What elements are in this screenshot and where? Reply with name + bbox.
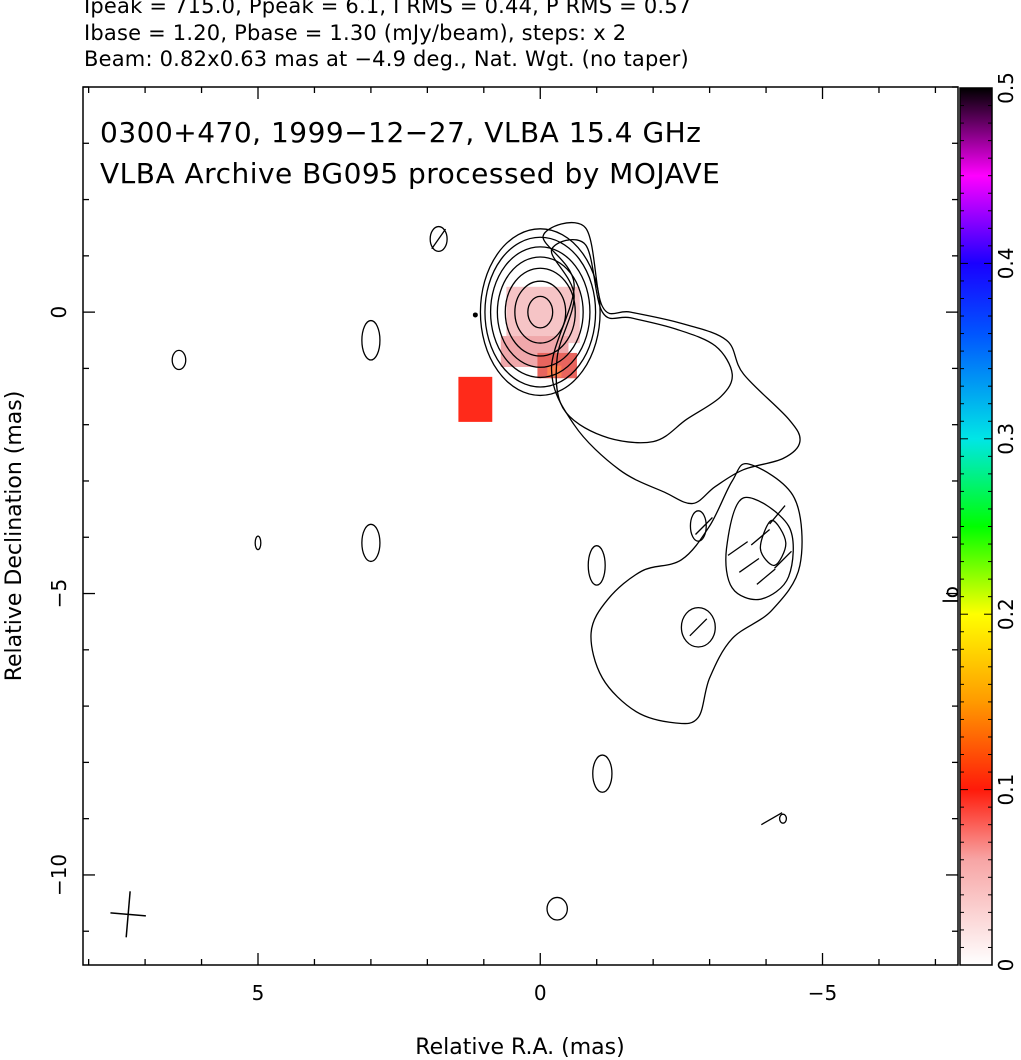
x-tick-label: 5: [252, 981, 265, 1005]
colorbar-tick-label: 0.4: [994, 247, 1018, 279]
polarization-patch: [458, 376, 493, 422]
y-axis-label: Relative Declination (mas): [2, 391, 27, 682]
colorbar-gradient: [959, 87, 993, 966]
evpa-tick: [727, 541, 749, 556]
colorbar-tick-label: 0.3: [994, 423, 1018, 455]
colorbar-tick-label: 0.2: [994, 598, 1018, 630]
core-contour: [514, 280, 567, 344]
noise-contour: [689, 510, 707, 542]
colorbar-marker-label: lo: [939, 586, 963, 604]
core-contour: [484, 236, 597, 388]
y-tick-label: −5: [47, 579, 71, 608]
noise-contour: [546, 896, 569, 921]
beam-minor-axis: [110, 912, 146, 917]
jet-contour: [550, 238, 733, 444]
y-tick-label: −10: [47, 854, 71, 896]
x-tick-label: 0: [534, 981, 547, 1005]
map-title-line-1: 0300+470, 1999−12−27, VLBA 15.4 GHz: [100, 116, 701, 149]
colorbar-tick-label: 0: [994, 959, 1018, 972]
noise-contour: [171, 349, 187, 371]
evpa-tick: [774, 550, 792, 569]
evpa-tick: [760, 812, 783, 826]
contour-knot: [472, 312, 478, 318]
evpa-tick: [756, 568, 776, 585]
core-contour: [496, 256, 584, 368]
noise-contour: [361, 523, 381, 563]
evpa-tick: [689, 618, 708, 637]
colorbar-tick-label: 0.5: [994, 72, 1018, 104]
southwest-component-contour: [759, 519, 787, 567]
evpa-tick: [750, 529, 771, 546]
evpa-tick: [769, 505, 786, 525]
southwest-component-contour: [590, 462, 803, 725]
noise-contour: [361, 319, 381, 361]
x-tick-label: −5: [808, 981, 837, 1005]
x-axis-label: Relative R.A. (mas): [415, 1035, 624, 1060]
noise-contour: [429, 225, 448, 252]
polarization-patch: [506, 286, 580, 344]
core-contour: [504, 267, 576, 357]
noise-contour: [587, 545, 606, 586]
noise-contour: [680, 606, 716, 648]
core-contour: [527, 295, 554, 329]
evpa-tick: [738, 557, 760, 573]
evpa-tick: [695, 517, 713, 535]
header-line-2: Ibase = 1.20, Pbase = 1.30 (mJy/beam), s…: [84, 21, 627, 45]
colorbar-tick-label: 0.1: [994, 774, 1018, 806]
noise-contour: [778, 813, 788, 824]
noise-contour: [592, 754, 613, 793]
noise-contour: [254, 535, 262, 551]
southwest-component-contour: [725, 496, 794, 601]
polarization-patch: [547, 365, 562, 377]
y-tick-label: 0: [47, 306, 71, 319]
map-title-line-2: VLBA Archive BG095 processed by MOJAVE: [100, 157, 720, 190]
core-contour: [479, 228, 601, 397]
plot-frame: [82, 86, 959, 966]
evpa-tick: [431, 228, 447, 250]
core-contour: [489, 246, 591, 379]
header-line-3: Beam: 0.82x0.63 mas at −4.9 deg., Nat. W…: [84, 47, 689, 71]
colorbar: 0 0.1 0.2 0.3 0.4 0.5 lo: [939, 72, 1018, 971]
jet-contour: [542, 222, 801, 505]
header-line-1: Ipeak = 715.0, Ppeak = 6.1, I RMS = 0.44…: [84, 0, 692, 18]
